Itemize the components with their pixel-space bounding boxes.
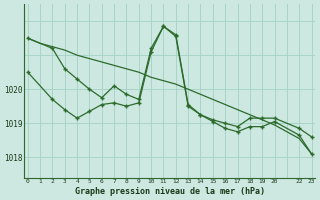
X-axis label: Graphe pression niveau de la mer (hPa): Graphe pression niveau de la mer (hPa) bbox=[75, 187, 265, 196]
